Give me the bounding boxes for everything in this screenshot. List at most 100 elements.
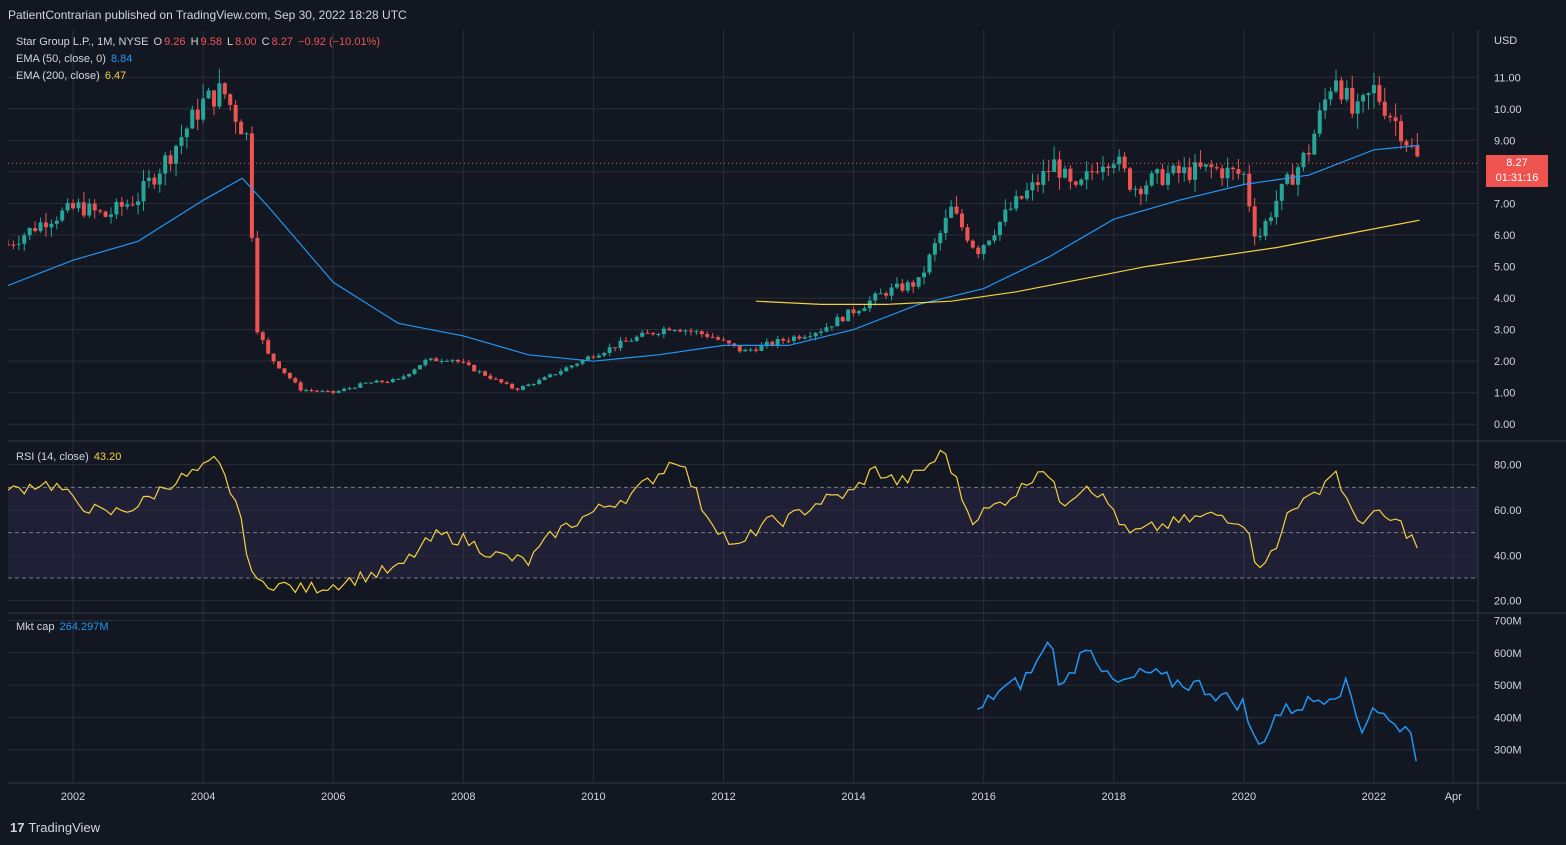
tradingview-logo[interactable]: 17 TradingView <box>10 820 100 835</box>
candle-body <box>271 353 276 362</box>
x-tick-label: 2014 <box>841 791 865 803</box>
candle-body <box>1128 168 1133 190</box>
candle-body <box>1377 85 1382 102</box>
candle-body <box>125 204 130 207</box>
candle-body <box>266 340 271 354</box>
candle-body <box>911 282 916 287</box>
rsi-tick-label: 20.00 <box>1494 596 1522 608</box>
candle-body <box>136 201 141 206</box>
candle-body <box>520 386 525 390</box>
candle-body <box>49 223 54 228</box>
candle-body <box>791 336 796 341</box>
candle-body <box>819 331 824 333</box>
chart-background <box>8 30 1566 810</box>
candle-body <box>1393 117 1398 122</box>
publisher-text: PatientContrarian published on TradingVi… <box>8 8 407 22</box>
candle-body <box>314 390 319 392</box>
candle-body <box>1366 93 1371 96</box>
candle-body <box>1399 121 1404 142</box>
candle-body <box>743 349 748 352</box>
candle-body <box>699 331 704 335</box>
y-tick-label: 4.00 <box>1494 293 1515 305</box>
candle-body <box>87 203 92 216</box>
candle-body <box>1100 166 1105 173</box>
candle-body <box>1035 182 1040 185</box>
ema200-line <box>755 219 1420 305</box>
candle-body <box>802 337 807 339</box>
candle-body <box>461 361 466 363</box>
candle-body <box>249 133 254 238</box>
candle-body <box>417 365 422 370</box>
candle-body <box>98 210 103 212</box>
x-tick-label: 2008 <box>451 791 475 803</box>
candle-body <box>683 330 688 332</box>
candle-body <box>764 341 769 346</box>
candle-body <box>1122 156 1127 169</box>
candle-body <box>331 390 336 393</box>
candle-body <box>352 387 357 389</box>
candle-body <box>694 331 699 333</box>
candle-body <box>298 382 303 391</box>
candle-body <box>1149 173 1154 186</box>
candle-body <box>255 237 260 333</box>
mktcap-tick-label: 300M <box>1494 745 1522 757</box>
candle-body <box>1203 164 1208 167</box>
candle-body <box>423 359 428 366</box>
candle-body <box>1209 164 1214 168</box>
candle-body <box>510 383 515 389</box>
candle-body <box>450 359 455 361</box>
candle-body <box>569 365 574 368</box>
candle-body <box>1301 152 1306 168</box>
close-value: 8.27 <box>271 36 293 48</box>
candle-body <box>407 373 412 377</box>
candle-body <box>1090 171 1095 173</box>
candle-body <box>667 328 672 331</box>
candle-body <box>1025 190 1030 199</box>
candle-body <box>71 202 76 209</box>
brand-name: TradingView <box>28 820 101 835</box>
candle-body <box>1323 99 1328 111</box>
candle-body <box>1155 169 1160 174</box>
candle-body <box>1019 196 1024 199</box>
candle-body <box>54 220 59 224</box>
candle-body <box>130 204 135 206</box>
candle-body <box>190 109 195 129</box>
candle-body <box>347 388 352 390</box>
candle-body <box>1133 188 1138 190</box>
ema50-line <box>8 144 1420 362</box>
candle-body <box>1160 169 1165 185</box>
candle-body <box>1274 200 1279 218</box>
high-label: H <box>190 36 199 48</box>
chart-svg[interactable]: 2002 2004 2006 2008 2010 2012 2014 2016 2018 2020… <box>8 30 1566 810</box>
candle-body <box>1198 162 1203 167</box>
mktcap-line <box>976 641 1417 762</box>
candle-body <box>22 235 27 244</box>
candle-body <box>884 293 889 296</box>
candle-body <box>575 363 580 366</box>
candle-body <box>932 243 937 255</box>
candle-body <box>938 233 943 244</box>
candle-body <box>987 240 992 245</box>
candle-body <box>672 330 677 332</box>
candle-body <box>623 340 628 342</box>
rsi-tick-label: 60.00 <box>1494 505 1522 517</box>
candle-body <box>1057 159 1062 178</box>
candle-body <box>634 336 639 341</box>
candle-body <box>1328 91 1333 100</box>
candle-body <box>824 327 829 332</box>
candle-body <box>1241 173 1246 175</box>
candle-body <box>222 83 227 95</box>
candle-body <box>1106 166 1111 169</box>
candle-body <box>244 133 249 135</box>
candle-body <box>997 221 1002 236</box>
candle-body <box>1062 168 1067 178</box>
candle-body <box>195 109 200 120</box>
rsi-tick-label: 80.00 <box>1494 460 1522 472</box>
candle-body <box>1084 171 1089 180</box>
candle-body <box>829 326 834 328</box>
candle-body <box>835 317 840 327</box>
mktcap-tick-label: 400M <box>1494 712 1522 724</box>
candle-body <box>1041 170 1046 185</box>
candle-body <box>640 332 645 337</box>
chart-area[interactable]: 2002 2004 2006 2008 2010 2012 2014 2016 2018 2020… <box>8 30 1566 810</box>
